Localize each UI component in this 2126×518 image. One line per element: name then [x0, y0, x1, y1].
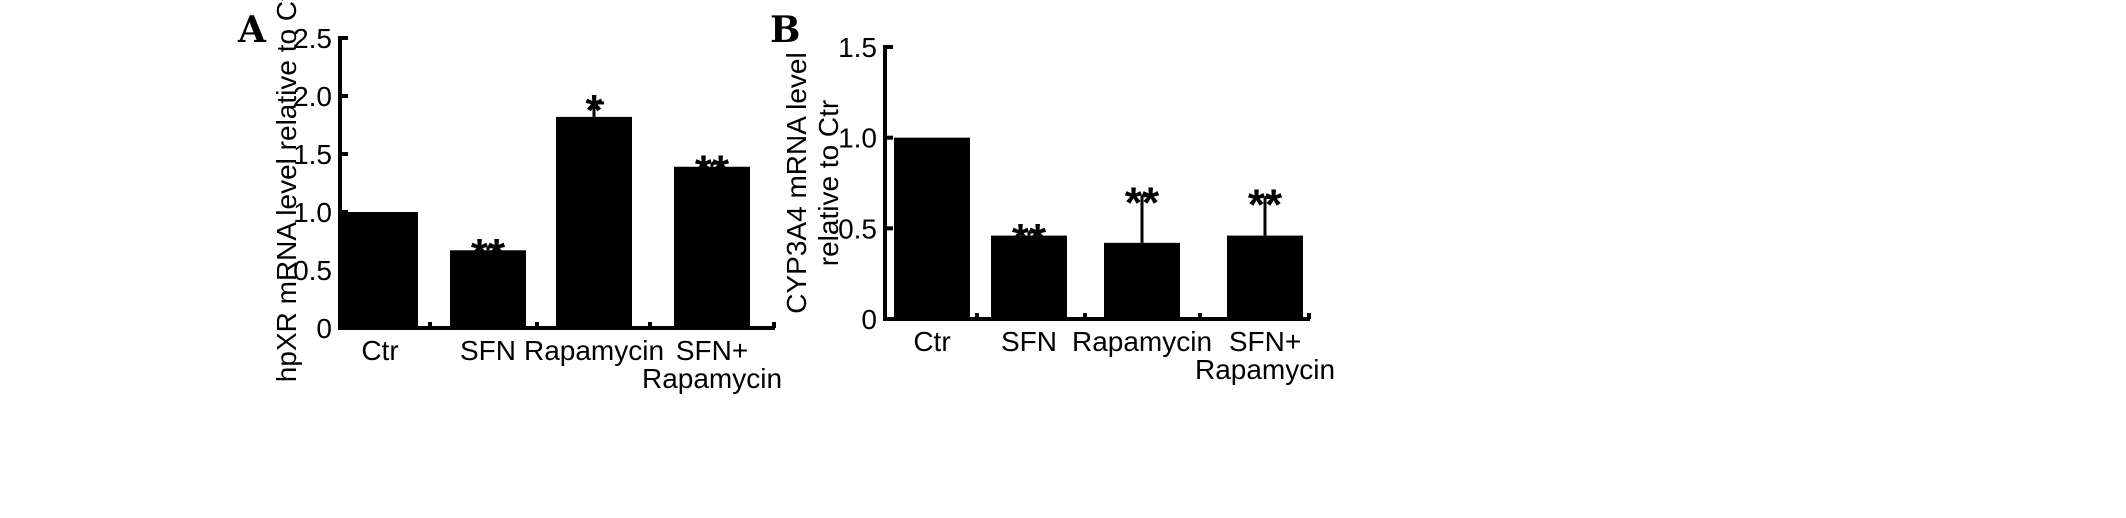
y-axis-title-line: CYP3A4 mRNA level — [781, 52, 812, 313]
x-category-label: Ctr — [361, 335, 398, 366]
y-axis-title-line: relative to Ctr — [813, 100, 844, 267]
x-category-label-line: SFN — [1001, 326, 1057, 357]
y-tick-label: 1.0 — [838, 123, 877, 154]
bar — [1227, 235, 1303, 319]
bar — [894, 137, 970, 319]
y-axis-title: hpXR mRNA level relative to Ctr — [271, 0, 302, 382]
x-category-label: SFN+ Rapamycin — [1195, 326, 1335, 385]
y-tick-label: 0 — [861, 304, 877, 335]
x-category-label-line: SFN — [460, 335, 516, 366]
bar — [450, 250, 526, 328]
bar — [556, 116, 632, 328]
bar — [991, 235, 1067, 319]
significance-label: * — [585, 86, 603, 135]
y-tick-label: 1.5 — [838, 32, 877, 63]
x-category-label-line: Rapamycin — [524, 335, 664, 366]
y-axis-title-line: hpXR mRNA level relative to Ctr — [271, 0, 302, 382]
x-category-label: Rapamycin — [1072, 326, 1212, 357]
bar — [1104, 242, 1180, 319]
y-tick-label: 0.5 — [838, 213, 877, 244]
x-category-label-line: Ctr — [913, 326, 950, 357]
x-category-label-line: SFN+ — [1229, 326, 1301, 357]
y-tick-label: 1.5 — [293, 139, 332, 170]
x-category-label-line: SFN+ — [676, 335, 748, 366]
significance-label: ** — [1248, 181, 1283, 230]
y-tick-label: 0 — [316, 313, 332, 344]
x-category-label-line: Rapamycin — [642, 363, 782, 394]
significance-label: ** — [1012, 215, 1047, 264]
x-category-label: SFN+ Rapamycin — [642, 335, 782, 394]
y-tick-label: 1.0 — [293, 197, 332, 228]
x-category-label: SFN — [1001, 326, 1057, 357]
x-category-label: Ctr — [913, 326, 950, 357]
x-category-label-line: Rapamycin — [1072, 326, 1212, 357]
significance-label: ** — [471, 230, 506, 279]
panel-label: A — [237, 9, 267, 51]
x-category-label-line: Ctr — [361, 335, 398, 366]
panel-label: B — [770, 9, 800, 51]
y-tick-label: 0.5 — [293, 255, 332, 286]
significance-label: ** — [695, 146, 730, 195]
y-tick-label: 2.5 — [293, 23, 332, 54]
y-tick-label: 2.0 — [293, 81, 332, 112]
bar — [674, 166, 750, 328]
significance-label: ** — [1125, 179, 1160, 228]
x-category-label: Rapamycin — [524, 335, 664, 366]
x-category-label-line: Rapamycin — [1195, 354, 1335, 385]
y-axis-title: CYP3A4 mRNA levelrelative to Ctr — [781, 52, 844, 313]
x-category-label: SFN — [460, 335, 516, 366]
bar — [342, 212, 418, 328]
